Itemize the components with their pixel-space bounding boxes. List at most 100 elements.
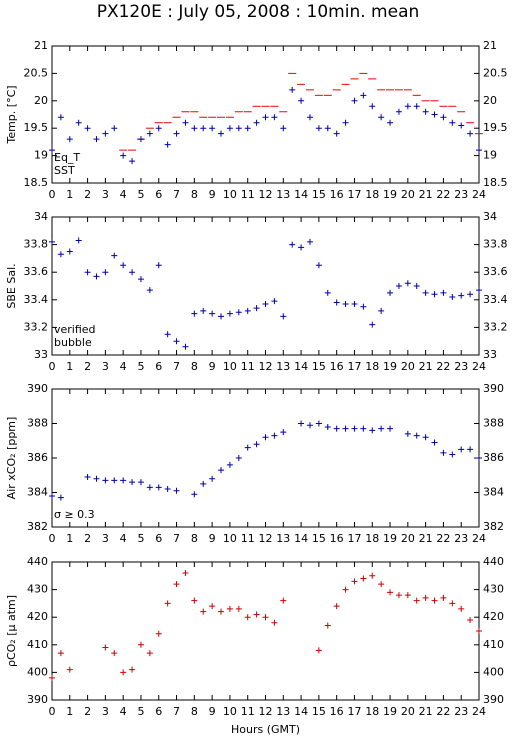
plus-marker: [476, 287, 482, 294]
plus-marker: [209, 125, 216, 132]
plus-marker: [289, 86, 296, 93]
plus-marker: [422, 289, 429, 296]
plus-marker: [324, 423, 331, 430]
x-tick-label: 0: [49, 188, 56, 201]
plus-marker: [298, 420, 305, 427]
y-tick-label-right: 18.5: [483, 176, 508, 189]
plus-marker: [413, 103, 420, 110]
plus-marker: [102, 130, 109, 137]
y-axis-label: SBE Sal.: [5, 263, 18, 308]
x-tick-label: 23: [454, 360, 468, 373]
y-tick-label: 18.5: [24, 176, 49, 189]
plus-marker: [458, 122, 465, 129]
x-tick-label: 20: [401, 705, 415, 718]
plus-marker: [440, 114, 447, 121]
y-tick-label: 21: [34, 39, 48, 52]
plus-marker: [280, 313, 287, 320]
x-tick-label: 22: [436, 360, 450, 373]
plus-marker: [244, 307, 251, 314]
y-tick-label-right: 19.5: [483, 121, 508, 134]
x-tick-label: 20: [401, 360, 415, 373]
x-tick-label: 10: [223, 532, 237, 545]
x-tick-label: 18: [365, 532, 379, 545]
figure-title: PX120E : July 05, 2008 : 10min. mean: [97, 2, 420, 22]
plus-marker: [369, 103, 376, 110]
x-tick-label: 17: [347, 705, 361, 718]
x-tick-label: 12: [259, 188, 273, 201]
plus-marker: [342, 300, 349, 307]
x-tick-label: 11: [241, 705, 255, 718]
plus-marker: [235, 125, 242, 132]
y-tick-label: 430: [27, 583, 48, 596]
x-tick-label: 10: [223, 360, 237, 373]
plus-marker: [253, 611, 260, 618]
x-tick-label: 15: [312, 705, 326, 718]
plus-marker: [66, 248, 73, 255]
y-axis-label: Temp. [°C]: [5, 85, 18, 144]
plus-marker: [351, 97, 358, 104]
x-tick-label: 0: [49, 360, 56, 373]
x-tick-label: 5: [137, 360, 144, 373]
y-tick-label-right: 33.6: [483, 265, 508, 278]
plus-marker: [191, 310, 198, 317]
plus-marker: [289, 241, 296, 248]
x-tick-label: 8: [191, 705, 198, 718]
plus-marker: [129, 666, 136, 673]
x-tick-label: 1: [66, 360, 73, 373]
plus-marker: [84, 125, 91, 132]
plus-marker: [173, 338, 180, 345]
x-tick-label: 2: [84, 705, 91, 718]
plus-marker: [209, 310, 216, 317]
plus-marker: [120, 669, 127, 676]
y-tick-label: 19: [34, 149, 48, 162]
plus-marker: [218, 608, 225, 615]
x-tick-label: 7: [173, 188, 180, 201]
plus-marker: [467, 616, 474, 623]
plus-marker: [271, 298, 278, 305]
plus-marker: [449, 600, 456, 607]
plus-marker: [182, 119, 189, 126]
plus-marker: [271, 114, 278, 121]
plus-marker: [49, 492, 55, 499]
x-tick-label: 21: [419, 188, 433, 201]
plus-marker: [253, 119, 260, 126]
y-tick-label: 384: [27, 486, 48, 499]
x-tick-label: 23: [454, 705, 468, 718]
plus-marker: [298, 244, 305, 251]
plus-marker: [387, 425, 394, 432]
plus-marker: [467, 130, 474, 137]
x-tick-label: 19: [383, 360, 397, 373]
y-tick-label: 410: [27, 638, 48, 651]
x-tick-label: 16: [330, 188, 344, 201]
x-tick-label: 19: [383, 705, 397, 718]
x-tick-label: 16: [330, 532, 344, 545]
y-tick-label: 386: [27, 451, 48, 464]
x-tick-label: 1: [66, 705, 73, 718]
plus-marker: [342, 425, 349, 432]
plus-marker: [369, 427, 376, 434]
plus-marker: [253, 305, 260, 312]
x-tick-label: 17: [347, 188, 361, 201]
x-tick-label: 18: [365, 360, 379, 373]
plus-marker: [155, 125, 162, 132]
y-tick-label-right: 20: [483, 94, 497, 107]
x-tick-label: 2: [84, 532, 91, 545]
plus-marker: [235, 309, 242, 316]
y-tick-label-right: 33.2: [483, 320, 508, 333]
plus-marker: [49, 238, 55, 245]
plus-marker: [315, 125, 322, 132]
x-tick-label: 17: [347, 360, 361, 373]
plus-marker: [387, 289, 394, 296]
plus-marker: [280, 125, 287, 132]
plus-marker: [209, 603, 216, 610]
plus-marker: [155, 262, 162, 269]
plus-marker: [244, 444, 251, 451]
y-tick-label: 33: [34, 348, 48, 361]
plus-marker: [413, 597, 420, 604]
y-tick-label: 34: [34, 210, 48, 223]
plus-marker: [280, 597, 287, 604]
plus-marker: [467, 446, 474, 453]
plus-marker: [324, 289, 331, 296]
plus-marker: [342, 119, 349, 126]
plus-marker: [218, 313, 225, 320]
